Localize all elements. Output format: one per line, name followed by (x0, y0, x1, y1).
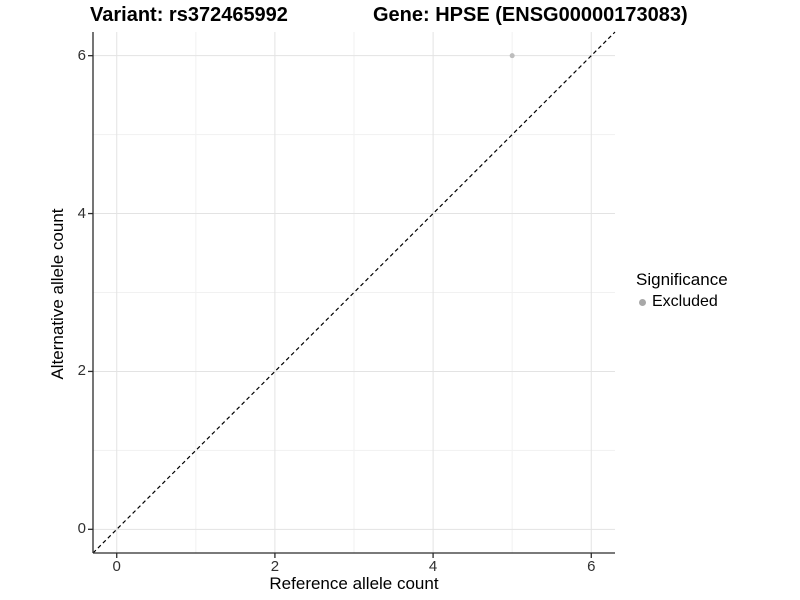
y-tick-label: 4 (77, 204, 86, 222)
y-tick-label: 2 (77, 362, 86, 380)
identity-reference-line (92, 31, 616, 554)
x-tick-label: 0 (112, 558, 121, 575)
data-point (509, 53, 515, 59)
x-axis-title: Reference allele count (269, 574, 439, 593)
legend-title: Significance (636, 270, 728, 289)
plot-title-variant: Variant: rs372465992 (90, 4, 288, 26)
x-tick-label: 6 (587, 558, 596, 575)
plot-title-gene: Gene: HPSE (ENSG00000173083) (373, 4, 688, 26)
legend-point-icon (639, 298, 646, 306)
y-tick-label: 0 (77, 520, 86, 538)
x-tick-label: 2 (270, 558, 280, 575)
legend: Significance Excluded (636, 270, 728, 311)
legend-entry-excluded: Excluded (636, 293, 728, 311)
x-tick-label: 4 (428, 558, 438, 575)
legend-entry-label: Excluded (652, 293, 718, 310)
y-axis-title: Alternative allele count (48, 208, 67, 380)
y-tick-label: 6 (77, 46, 86, 64)
